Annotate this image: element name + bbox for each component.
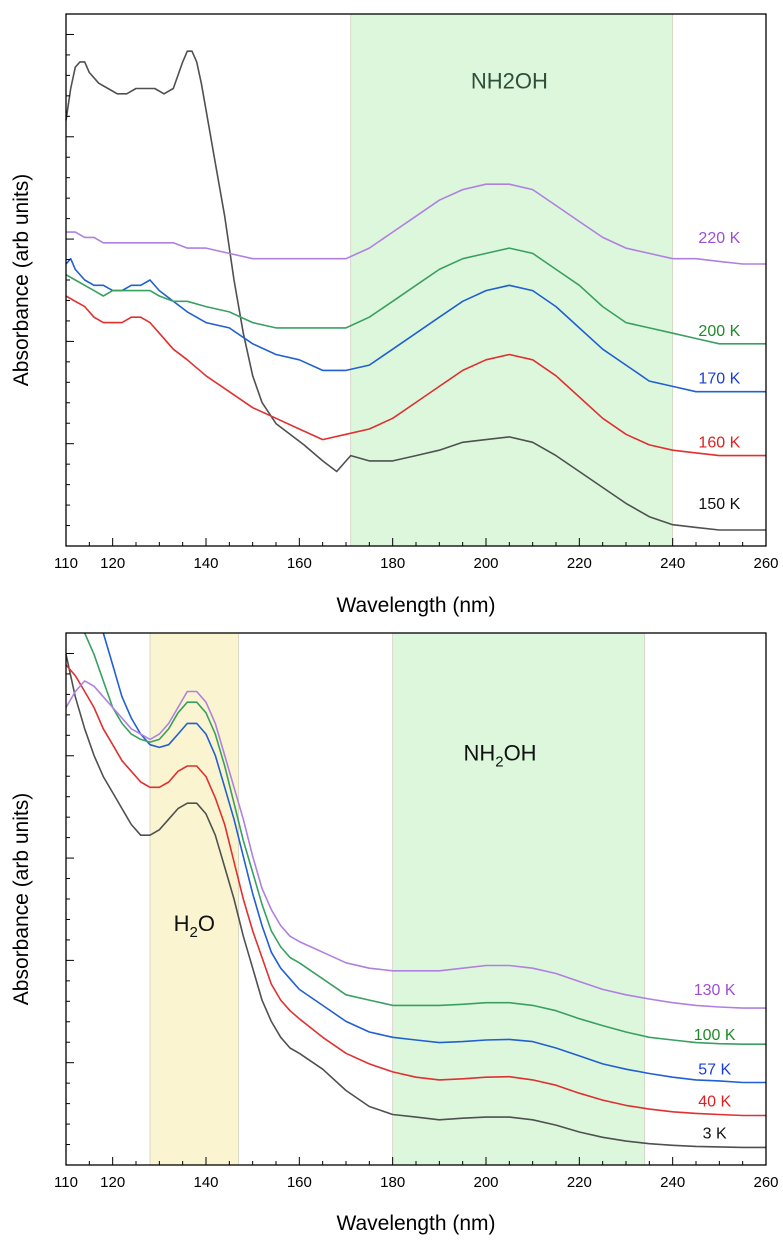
x-tick-label: 120 [100,1174,125,1191]
series-line [102,632,766,1084]
x-tick-label: 160 [287,555,312,572]
x-tick-label: 260 [753,555,778,572]
series-label: 220 K [698,230,740,247]
x-tick-label: 220 [567,555,592,572]
label-sub: 2 [495,754,503,771]
x-tick-label: 200 [473,555,498,572]
x-tick-label: 110 [54,1174,78,1191]
series-line [65,680,766,1009]
label-sub: 2 [503,68,515,93]
series-line [65,664,766,1117]
label-main: H [174,911,190,936]
label-tail: O [198,911,215,936]
shaded-region [392,632,646,1166]
x-tick-label: 140 [193,1174,218,1191]
series-label: 160 K [698,435,740,452]
label-main: NH [471,68,503,93]
series-line [65,247,766,345]
series-label: 130 K [694,982,736,999]
series-label: 200 K [698,323,740,340]
shaded-region-label: NH2OH [463,741,536,771]
series-label: 57 K [698,1062,731,1079]
x-tick-label: 160 [287,1174,312,1191]
x-tick-label: 110 [54,555,78,572]
chart-panel-2: 110 120 140 160 180 200 220 240 260 Wavelength (n… [10,632,779,1235]
x-tick-label: 220 [567,1174,592,1191]
x-tick-label: 120 [100,555,125,572]
x-tick-label: 180 [380,1174,405,1191]
y-axis-title: Absorbance (arb units) [10,174,33,386]
shaded-region-label: H2O [174,911,215,941]
series-line [65,654,766,1149]
label-tail: OH [504,741,537,766]
series-label: 150 K [698,496,740,513]
x-tick-label: 200 [473,1174,498,1191]
x-tick-label: 180 [380,555,405,572]
label-sub: 2 [190,924,198,941]
label-main: NH [463,741,495,766]
series-line [83,632,766,1045]
x-tick-label: 260 [753,1174,778,1191]
x-axis-title: Wavelength (nm) [336,594,495,617]
label-tail: OH [515,68,548,93]
chart-panel-1: 110 120 140 160 180 200 220 240 260 Wavelength (n… [10,13,779,617]
x-tick-label: 240 [660,555,685,572]
series-label: 100 K [694,1027,736,1044]
x-tick-label: 240 [660,1174,685,1191]
shaded-region [149,632,240,1166]
series-line [66,183,766,265]
series-line [65,50,766,531]
series-label: 3 K [703,1125,727,1142]
y-axis-title: Absorbance (arb units) [10,793,33,1005]
shaded-region-label: NH2OH [471,68,548,93]
x-axis-title: Wavelength (nm) [336,1212,495,1235]
series-line [65,295,766,457]
series-label: 40 K [698,1093,731,1110]
series-label: 170 K [698,371,740,388]
shaded-region [350,13,674,547]
x-tick-label: 140 [193,555,218,572]
